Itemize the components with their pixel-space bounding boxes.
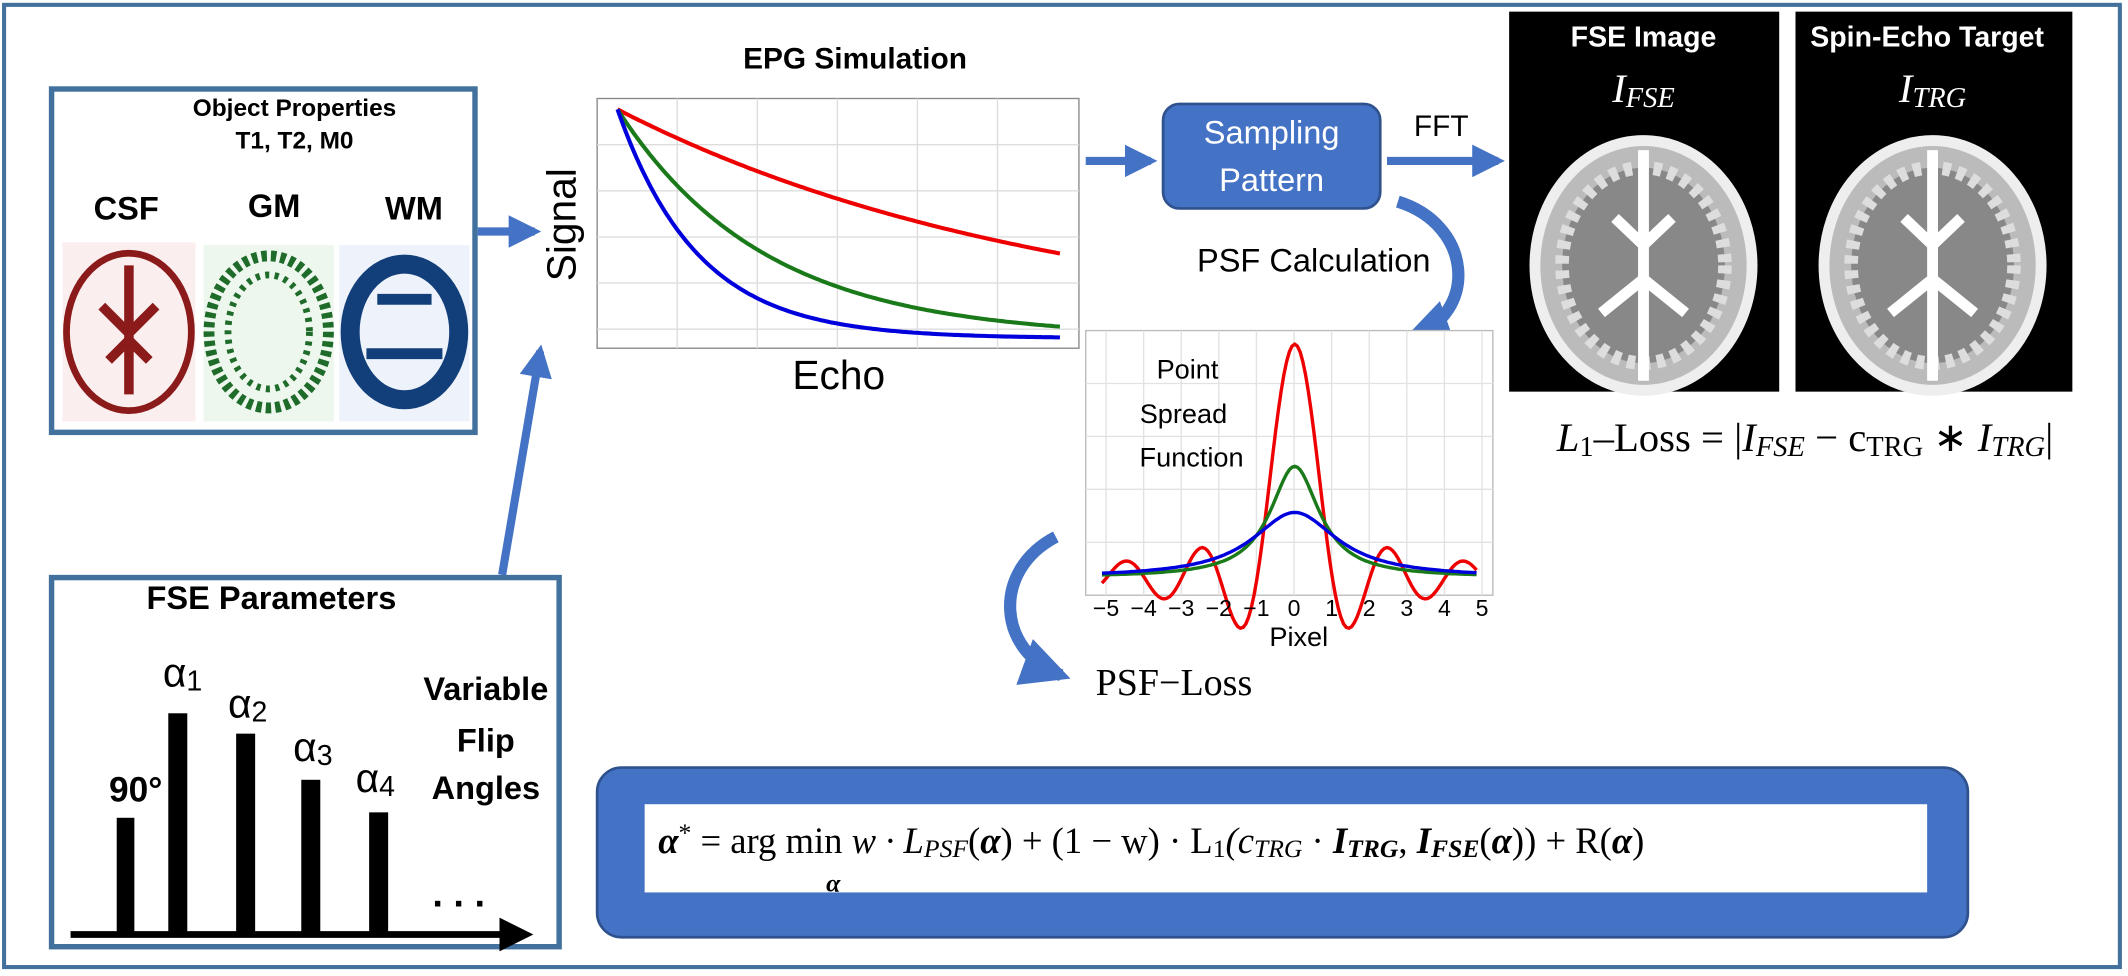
image-symbol: ITRG [1898,66,1966,113]
psf-label: Point [1157,353,1219,384]
x-tick-label: −3 [1168,595,1194,621]
arrow [498,344,552,576]
image-symbol: IFSE [1611,66,1675,113]
y-axis-label: Signal [538,168,584,281]
epg-title: EPG Simulation [743,42,967,75]
curve [1100,342,1478,631]
x-tick-label: −4 [1131,595,1157,621]
formula-under: α [826,869,841,898]
curve [615,108,1060,340]
variable-label: Flip [457,723,515,759]
angle-label: α2 [228,680,267,728]
x-axis-label: Echo [792,352,885,398]
x-tick-label: −5 [1093,595,1119,621]
x-tick-label: 0 [1288,595,1301,621]
psf-calc-label: PSF Calculation [1197,242,1430,278]
x-tick-label: 5 [1476,595,1489,621]
object-subtitle: T1, T2, M0 [236,127,354,154]
brain-images [1529,135,2047,396]
x-tick-label: −1 [1243,595,1269,621]
variable-label: Variable [423,671,548,707]
fft-label: FFT [1414,110,1469,143]
psf-plot [1085,329,1494,631]
angle-label: α1 [163,649,202,697]
pulse-bars [116,713,389,935]
formula-panel [644,804,1928,893]
sampling-label: Pattern [1219,162,1324,198]
tissue-label: GM [248,188,300,224]
angle-label: α3 [293,724,332,772]
curve [615,108,1061,329]
image-title: Spin-Echo Target [1810,21,2044,53]
psf-loss-label: PSF−Loss [1096,662,1253,704]
curve [616,107,1061,256]
x-tick-label: 4 [1438,595,1451,621]
sampling-label: Sampling [1204,115,1340,151]
ellipsis: . . . [432,874,485,916]
variable-label: Angles [432,770,541,806]
formula: α* = arg min w · LPSF(α) + (1 − w) · L1(… [658,817,1644,863]
psf-label: Function [1140,442,1244,473]
x-tick-label: 1 [1325,595,1338,621]
x-axis-label: Pixel [1269,621,1328,652]
curve [1101,510,1477,575]
angle-label: 90° [109,770,162,809]
psf-label: Spread [1140,398,1227,429]
params-title: FSE Parameters [147,580,397,616]
curved-arrow [1395,195,1465,348]
tissue-maps [62,242,470,422]
x-tick-label: 3 [1400,595,1413,621]
sampling-box [1161,102,1382,210]
tissue-label: WM [385,191,443,227]
curve [1101,464,1477,577]
x-tick-label: 2 [1363,595,1376,621]
tissue-label: CSF [94,191,159,227]
curved-arrow [1004,531,1071,685]
x-tick-label: −2 [1206,595,1232,621]
l1-loss: L1–Loss = |IFSE − cTRG ∗ ITRG| [1556,415,2054,462]
object-title: Object Properties [193,95,396,122]
image-title: FSE Image [1571,21,1717,53]
epg-plot [596,97,1080,349]
angle-label: α4 [356,755,395,803]
